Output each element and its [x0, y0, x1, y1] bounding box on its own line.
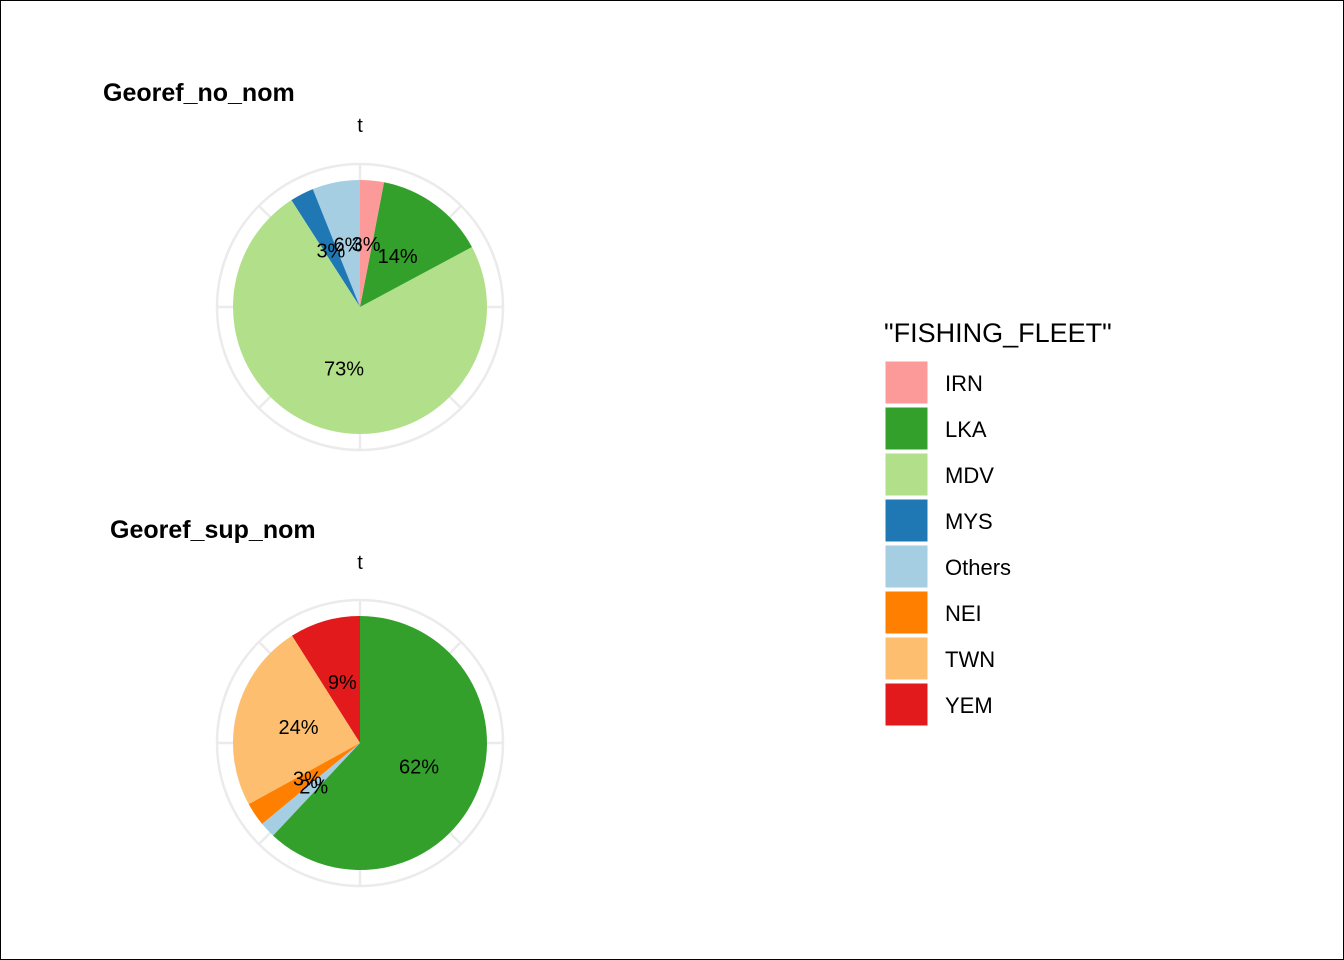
- legend-swatch-twn: [884, 636, 929, 681]
- panel-title: Georef_sup_nom: [110, 516, 316, 544]
- legend-label-others: Others: [945, 555, 1011, 580]
- pie-slice-lka: [360, 182, 472, 307]
- slice-label-mys: 3%: [316, 241, 345, 263]
- axis-title: t: [357, 115, 363, 137]
- legend-label-twn: TWN: [945, 647, 995, 672]
- legend-title: "FISHING_FLEET": [884, 318, 1112, 348]
- pie-slice-irn: [360, 180, 385, 307]
- slice-label-nei: 3%: [293, 769, 322, 791]
- pie-slice-twn: [232, 635, 360, 805]
- pie-slices: [232, 616, 487, 871]
- pie-slice-nei: [248, 743, 360, 824]
- slice-label-yem: 9%: [328, 672, 357, 694]
- legend-swatch-yem: [884, 682, 929, 727]
- slice-label-lka: 62%: [399, 756, 439, 778]
- legend-swatch-mdv: [884, 452, 929, 497]
- legend-swatch-mys: [884, 498, 929, 543]
- legend-label-nei: NEI: [945, 601, 982, 626]
- axis-title: t: [357, 552, 363, 574]
- legend-swatch-lka: [884, 406, 929, 451]
- pie-slice-mys: [291, 189, 360, 307]
- legend-label-mys: MYS: [945, 509, 993, 534]
- pie-labels: 9% 24% 3%2% 62%: [278, 672, 439, 798]
- pie-labels: 6%3%73%14%3%: [316, 234, 417, 381]
- pie-slice-lka: [273, 616, 487, 871]
- legend-swatch-others: [884, 544, 929, 589]
- panel-title: Georef_no_nom: [103, 79, 295, 107]
- legend: "FISHING_FLEET" IRN LKA MDV MYS Others NEI TWN…: [884, 318, 1112, 727]
- legend-label-mdv: MDV: [945, 463, 994, 488]
- slice-label-others: 2%: [299, 776, 328, 798]
- slice-label-irn: 3%: [352, 234, 381, 256]
- legend-label-irn: IRN: [945, 371, 983, 396]
- legend-label-lka: LKA: [945, 417, 987, 442]
- legend-swatch-irn: [884, 360, 929, 405]
- pie-slice-yem: [291, 616, 360, 743]
- legend-label-yem: YEM: [945, 693, 993, 718]
- legend-swatch-nei: [884, 590, 929, 635]
- pie-slice-others: [262, 743, 360, 836]
- slice-label-mdv: 73%: [324, 358, 364, 380]
- pie-panel-georef-sup-nom: Georef_sup_nom t 9% 24% 3%2% 62%: [110, 516, 505, 888]
- slice-label-twn: 24%: [278, 717, 318, 739]
- slice-label-lka: 14%: [378, 246, 418, 268]
- slice-label-others: 6%: [334, 235, 363, 257]
- pie-panel-georef-no-nom: Georef_no_nom t 6%3%73%14%3%: [103, 79, 505, 452]
- pie-slice-others: [312, 180, 360, 307]
- legend-items: IRN LKA MDV MYS Others NEI TWN YEM: [884, 360, 1011, 727]
- pie-slices: [233, 180, 488, 435]
- pie-slice-mdv: [233, 200, 488, 435]
